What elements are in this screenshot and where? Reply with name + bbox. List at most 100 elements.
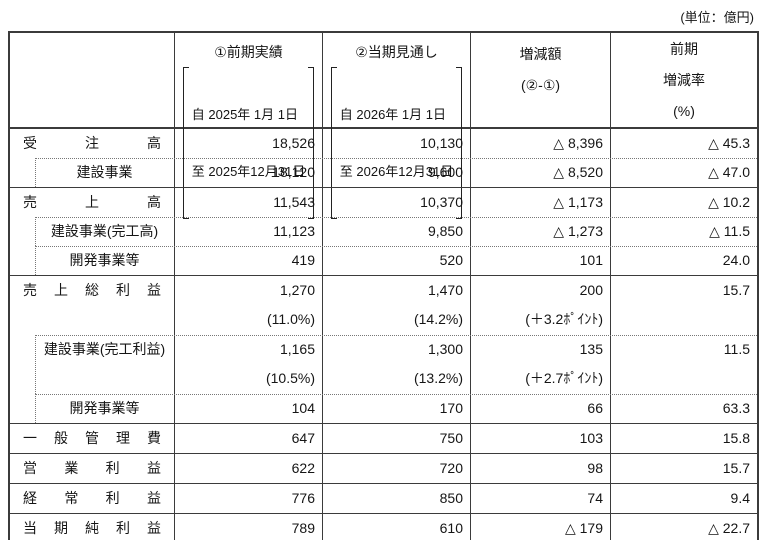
change-value: 98 <box>587 460 603 476</box>
row-label: 経 常 利 益 <box>23 490 161 506</box>
table-header: ①前期実績 自 2025年 1月 1日 至 2025年12月31日 ②当期見通し… <box>10 33 757 219</box>
prev-value: 1,165 <box>279 341 315 357</box>
table-row: 一 般 管 理 費 647 750 103 15.8 <box>10 423 757 453</box>
change-value: 101 <box>579 252 603 268</box>
row-label: 営 業 利 益 <box>23 460 161 476</box>
table-row: 建設事業 18,120 9,600 △ 8,520 △ 47.0 <box>10 158 757 187</box>
change-cell: △ 1,173 <box>470 188 610 217</box>
current-value: 9,850 <box>427 223 463 239</box>
prev-cell: 1,270 (11.0%) <box>174 276 322 335</box>
prev-cell: 18,526 <box>174 129 322 158</box>
header-current-title: ②当期見通し <box>355 44 438 60</box>
current-value: 10,370 <box>420 194 463 210</box>
rate-cell: 11.5 <box>610 335 757 394</box>
current-value: 850 <box>439 490 463 506</box>
current-value: (14.2%) <box>413 311 463 327</box>
change-cell: 200 (＋3.2ﾎﾟｲﾝﾄ) <box>470 276 610 335</box>
current-cell: 9,850 <box>322 217 470 246</box>
change-value: △ 1,173 <box>553 194 603 210</box>
row-label: 売 上 総 利 益 <box>23 282 161 298</box>
rate-value: 63.3 <box>722 400 750 416</box>
prev-value: 11,123 <box>273 223 315 239</box>
row-label: 一 般 管 理 費 <box>23 430 161 446</box>
prev-value: (10.5%) <box>265 370 315 386</box>
table-row: 売 上 総 利 益 1,270 (11.0%) 1,470 (14.2%) 200 (… <box>10 275 757 335</box>
prev-cell: 647 <box>174 424 322 453</box>
prev-value: 18,526 <box>272 135 315 151</box>
current-value: 10,130 <box>420 135 463 151</box>
prev-cell: 18,120 <box>174 158 322 187</box>
rate-cell: 15.7 <box>610 454 757 483</box>
rate-value <box>611 364 750 393</box>
current-cell: 10,370 <box>322 188 470 217</box>
header-item-cell <box>10 33 174 127</box>
unit-label: (単位：億円) <box>680 10 754 25</box>
current-value: 9,600 <box>427 164 463 180</box>
change-cell: △ 1,273 <box>470 217 610 246</box>
change-cell: 66 <box>470 394 610 423</box>
rate-cell: 63.3 <box>610 394 757 423</box>
current-cell: 720 <box>322 454 470 483</box>
row-label: 当 期 純 利 益 <box>23 520 161 536</box>
change-cell: △ 179 <box>470 514 610 540</box>
current-value: 170 <box>439 400 463 416</box>
rate-cell: △ 45.3 <box>610 129 757 158</box>
header-current-dates: 自 2026年 1月 1日 至 2026年12月31日 <box>330 67 463 219</box>
current-value: 750 <box>439 430 463 446</box>
rate-cell: △ 47.0 <box>610 158 757 187</box>
table-row: 経 常 利 益 776 850 74 9.4 <box>10 483 757 513</box>
prev-cell: 104 <box>174 394 322 423</box>
change-cell: 135 (＋2.7ﾎﾟｲﾝﾄ) <box>470 335 610 394</box>
left-bracket-icon <box>330 67 337 219</box>
rate-cell: 24.0 <box>610 246 757 275</box>
current-value: 1,470 <box>427 282 463 298</box>
table-row: 受 注 高 18,526 10,130 △ 8,396 △ 45.3 <box>10 129 757 158</box>
rate-cell: 9.4 <box>610 484 757 513</box>
current-value: 610 <box>439 520 463 536</box>
prev-cell: 776 <box>174 484 322 513</box>
change-value: 200 <box>579 282 603 298</box>
rate-value <box>611 305 750 334</box>
change-value: 74 <box>587 490 603 506</box>
header-prev-period: ①前期実績 自 2025年 1月 1日 至 2025年12月31日 <box>174 33 322 219</box>
change-value: 66 <box>587 400 603 416</box>
rate-cell: △ 11.5 <box>610 217 757 246</box>
prev-cell: 11,543 <box>174 188 322 217</box>
header-current-from: 自 2026年 1月 1日 <box>339 107 446 122</box>
rate-value: △ 10.2 <box>708 194 750 210</box>
row-label: 開発事業等 <box>10 246 174 275</box>
header-prev-dates: 自 2025年 1月 1日 至 2025年12月31日 <box>182 67 315 219</box>
row-label: 建設事業 <box>10 158 174 187</box>
header-change-title: 増減額 <box>519 46 562 62</box>
prev-cell: 419 <box>174 246 322 275</box>
change-value: (＋3.2ﾎﾟｲﾝﾄ) <box>525 311 603 327</box>
current-cell: 750 <box>322 424 470 453</box>
current-cell: 10,130 <box>322 129 470 158</box>
table-row: 当 期 純 利 益 789 610 △ 179 △ 22.7 <box>10 513 757 540</box>
rate-value: △ 45.3 <box>708 135 750 151</box>
prev-value: 622 <box>291 460 315 476</box>
header-rate-line3: (%) <box>673 103 695 119</box>
header-prev-title: ①前期実績 <box>214 44 283 60</box>
rate-cell: 15.8 <box>610 424 757 453</box>
change-value: △ 179 <box>564 520 603 536</box>
current-cell: 610 <box>322 514 470 540</box>
rate-value: 15.7 <box>722 460 750 476</box>
table-row: 開発事業等 419 520 101 24.0 <box>10 246 757 275</box>
change-value: (＋2.7ﾎﾟｲﾝﾄ) <box>525 370 603 386</box>
change-cell: 74 <box>470 484 610 513</box>
prev-value: (11.0%) <box>267 311 315 327</box>
current-value: 720 <box>439 460 463 476</box>
current-value: 1,300 <box>427 341 463 357</box>
prev-cell: 11,123 <box>174 217 322 246</box>
rate-value: △ 47.0 <box>708 164 750 180</box>
header-rate: 前期 増減率 (%) <box>610 33 757 127</box>
current-cell: 520 <box>322 246 470 275</box>
header-rate-line1: 前期 <box>670 41 698 57</box>
row-label: 建設事業(完工利益) <box>10 335 174 394</box>
rate-value: 15.7 <box>722 282 750 298</box>
current-cell: 9,600 <box>322 158 470 187</box>
header-prev-from: 自 2025年 1月 1日 <box>191 107 298 122</box>
rate-cell: △ 10.2 <box>610 188 757 217</box>
